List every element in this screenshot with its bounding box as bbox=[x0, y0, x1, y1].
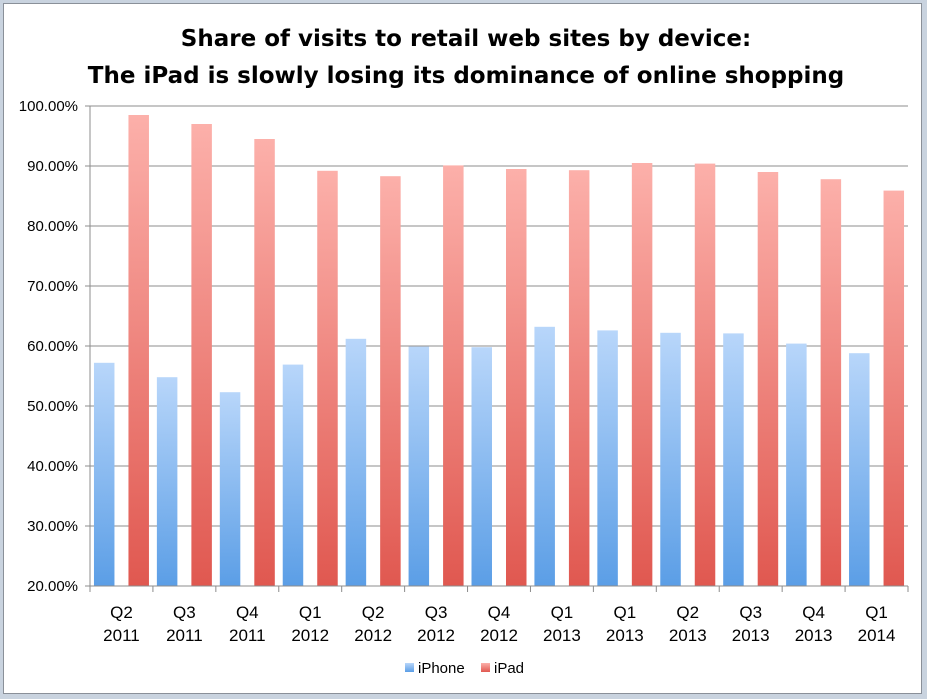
bar-iphone-q2-2012 bbox=[345, 338, 367, 586]
bar-ipad-q3-2013 bbox=[757, 172, 779, 586]
x-tick-label: Q3 2013 bbox=[732, 603, 770, 645]
bar-ipad-q3-2011 bbox=[191, 124, 212, 586]
x-tick-label: Q2 2013 bbox=[669, 603, 707, 645]
legend: iPhone iPad bbox=[405, 660, 524, 677]
bar-ipad-q2-2012 bbox=[380, 176, 401, 586]
x-axis-ticks: Q2 2011 Q3 2011 Q4 2011 Q1 2012 Q2 2012 Q3 2012 Q4 20… bbox=[89, 586, 909, 645]
bar-ipad-q1-2013 bbox=[631, 163, 653, 586]
y-tick-label: 100.00% bbox=[19, 98, 78, 115]
bar-iphone-q4-2011 bbox=[219, 392, 241, 586]
y-tick-label: 20.00% bbox=[27, 578, 78, 595]
x-tick-label: Q4 2013 bbox=[795, 603, 833, 645]
bar-ipad-q1-2012 bbox=[317, 170, 338, 587]
legend-swatch-iphone bbox=[405, 663, 414, 672]
bar-ipad-q1-2013 bbox=[568, 170, 590, 586]
bar-iphone-q1-2013 bbox=[534, 326, 555, 586]
bar-iphone-q1-2013 bbox=[597, 330, 618, 586]
legend-swatch-ipad bbox=[481, 663, 490, 672]
x-tick-label: Q3 2012 bbox=[417, 603, 455, 645]
x-tick-label: Q3 2011 bbox=[166, 603, 203, 645]
y-tick-label: 50.00% bbox=[27, 398, 78, 415]
bar-ipad-q3-2012 bbox=[443, 165, 464, 586]
y-tick-label: 60.00% bbox=[27, 338, 78, 355]
y-axis-ticks: 20.00% 30.00% 40.00% 50.00% 60.00% 70.00% 80.0… bbox=[19, 98, 90, 595]
x-tick-label: Q1 2013 bbox=[543, 603, 581, 645]
bar-iphone-q3-2012 bbox=[408, 346, 430, 586]
y-tick-label: 30.00% bbox=[27, 518, 78, 535]
bar-iphone-q3-2011 bbox=[156, 377, 178, 586]
bar-ipad-q2-2011 bbox=[128, 115, 149, 586]
bar-ipad-q2-2013 bbox=[694, 163, 716, 586]
y-tick-label: 40.00% bbox=[27, 458, 78, 475]
x-tick-label: Q4 2012 bbox=[480, 603, 518, 645]
x-tick-label: Q4 2011 bbox=[229, 603, 266, 645]
chart-title: Share of visits to retail web sites by d… bbox=[181, 26, 751, 52]
y-tick-label: 80.00% bbox=[27, 218, 78, 235]
x-tick-label: Q2 2011 bbox=[103, 603, 140, 645]
bar-iphone-q4-2013 bbox=[786, 343, 807, 586]
y-tick-label: 90.00% bbox=[27, 158, 78, 175]
x-tick-label: Q1 2013 bbox=[606, 603, 644, 645]
bar-ipad-q4-2012 bbox=[506, 169, 527, 586]
axes bbox=[89, 106, 908, 587]
bar-iphone-q1-2012 bbox=[282, 364, 304, 586]
chart-subtitle: The iPad is slowly losing its dominance … bbox=[88, 63, 844, 89]
x-tick-label: Q1 2014 bbox=[858, 603, 896, 645]
bars bbox=[93, 115, 905, 587]
y-tick-label: 70.00% bbox=[27, 278, 78, 295]
gridlines bbox=[90, 105, 908, 587]
bar-ipad-q4-2013 bbox=[820, 179, 842, 586]
legend-label-ipad: iPad bbox=[494, 660, 524, 677]
bar-iphone-q1-2014 bbox=[849, 353, 870, 586]
bar-iphone-q4-2012 bbox=[471, 347, 492, 586]
bar-ipad-q4-2011 bbox=[254, 139, 275, 586]
bar-iphone-q2-2013 bbox=[660, 332, 681, 586]
legend-label-iphone: iPhone bbox=[418, 660, 465, 677]
x-tick-label: Q1 2012 bbox=[291, 603, 329, 645]
x-tick-label: Q2 2012 bbox=[354, 603, 392, 645]
bar-iphone-q2-2011 bbox=[93, 362, 115, 586]
bar-ipad-q1-2014 bbox=[883, 190, 905, 586]
bar-iphone-q3-2013 bbox=[723, 333, 744, 586]
